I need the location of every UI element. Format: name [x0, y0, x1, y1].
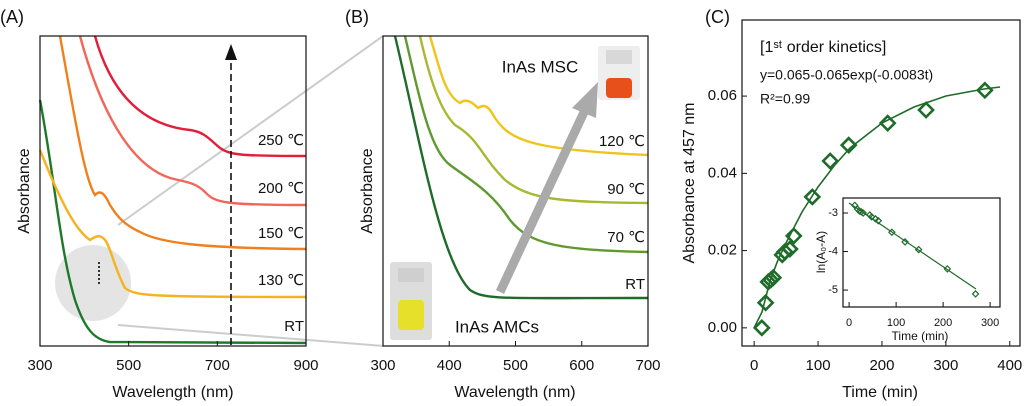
x-axis-label: Wavelength (nm) [112, 384, 233, 401]
curve-label: RT [284, 318, 304, 335]
y-axis-label: Absorbance [16, 148, 33, 233]
panel-label: (C) [705, 7, 730, 27]
x-tick-label: 600 [569, 357, 594, 374]
panel-label: (B) [345, 7, 369, 27]
curve-label: 120 ℃ [599, 133, 645, 150]
x-tick-label: 300 [981, 317, 999, 329]
y-tick-label: -5 [828, 284, 838, 296]
x-tick-label: 300 [27, 357, 52, 374]
x-tick-label: 700 [635, 357, 660, 374]
x-tick-label: 300 [370, 357, 395, 374]
curve-label: 70 ℃ [607, 229, 645, 246]
y-tick-label: -4 [828, 245, 838, 257]
y-axis-label: Absorbance at 457 nm [681, 103, 698, 264]
curve-label: RT [625, 276, 645, 293]
x-tick-label: 500 [116, 357, 141, 374]
panel-label: (A) [0, 7, 24, 27]
zoom-line [118, 36, 383, 225]
figure: 300 500 700 900 (A) Wavelength (nm) Absorbance… [0, 0, 1025, 406]
x-tick-label: 0 [750, 357, 758, 374]
vial-msc [598, 46, 640, 100]
x-axis-label: Time (min) [892, 329, 949, 343]
y-tick-label: 0.06 [708, 87, 737, 104]
x-tick-label: 100 [887, 317, 905, 329]
curve-label: 130 ℃ [258, 272, 304, 289]
y-axis-label: ln(A₀-A) [814, 231, 828, 273]
x-tick-label: 200 [869, 357, 894, 374]
curve-label: 90 ℃ [607, 181, 645, 198]
annotation: InAs AMCs [455, 317, 539, 336]
zoom-circle [55, 245, 131, 321]
y-tick-label: 0.00 [708, 319, 737, 336]
annotation: R²=0.99 [760, 91, 810, 107]
y-tick-label: 0.02 [708, 242, 737, 259]
y-tick-label: -3 [828, 207, 838, 219]
x-tick-label: 500 [503, 357, 528, 374]
x-tick-label: 300 [933, 357, 958, 374]
x-tick-label: 400 [437, 357, 462, 374]
x-tick-label: 400 [997, 357, 1022, 374]
curve-label: 250 ℃ [258, 132, 304, 149]
y-tick-label: 0.04 [708, 164, 737, 181]
annotation: InAs MSC [502, 57, 579, 76]
x-tick-label: 200 [934, 317, 952, 329]
growth-arrow-head [572, 82, 598, 118]
x-tick-label: 900 [293, 357, 318, 374]
x-tick-label: 0 [846, 317, 852, 329]
data-point [973, 291, 979, 297]
x-axis-label: Wavelength (nm) [454, 384, 575, 401]
y-axis-label: Absorbance [359, 148, 376, 233]
x-tick-label: 100 [806, 357, 831, 374]
vial-amc [390, 262, 432, 340]
annotation: [1ˢᵗ order kinetics] [760, 39, 886, 56]
x-tick-label: 700 [205, 357, 230, 374]
curve-label: 150 ℃ [258, 225, 304, 242]
x-axis-label: Time (min) [842, 384, 918, 401]
arrow-head [225, 44, 237, 60]
annotation: y=0.065-0.065exp(-0.0083t) [760, 67, 933, 83]
fit-curve [754, 87, 1000, 328]
curve-label: 200 ℃ [258, 180, 304, 197]
